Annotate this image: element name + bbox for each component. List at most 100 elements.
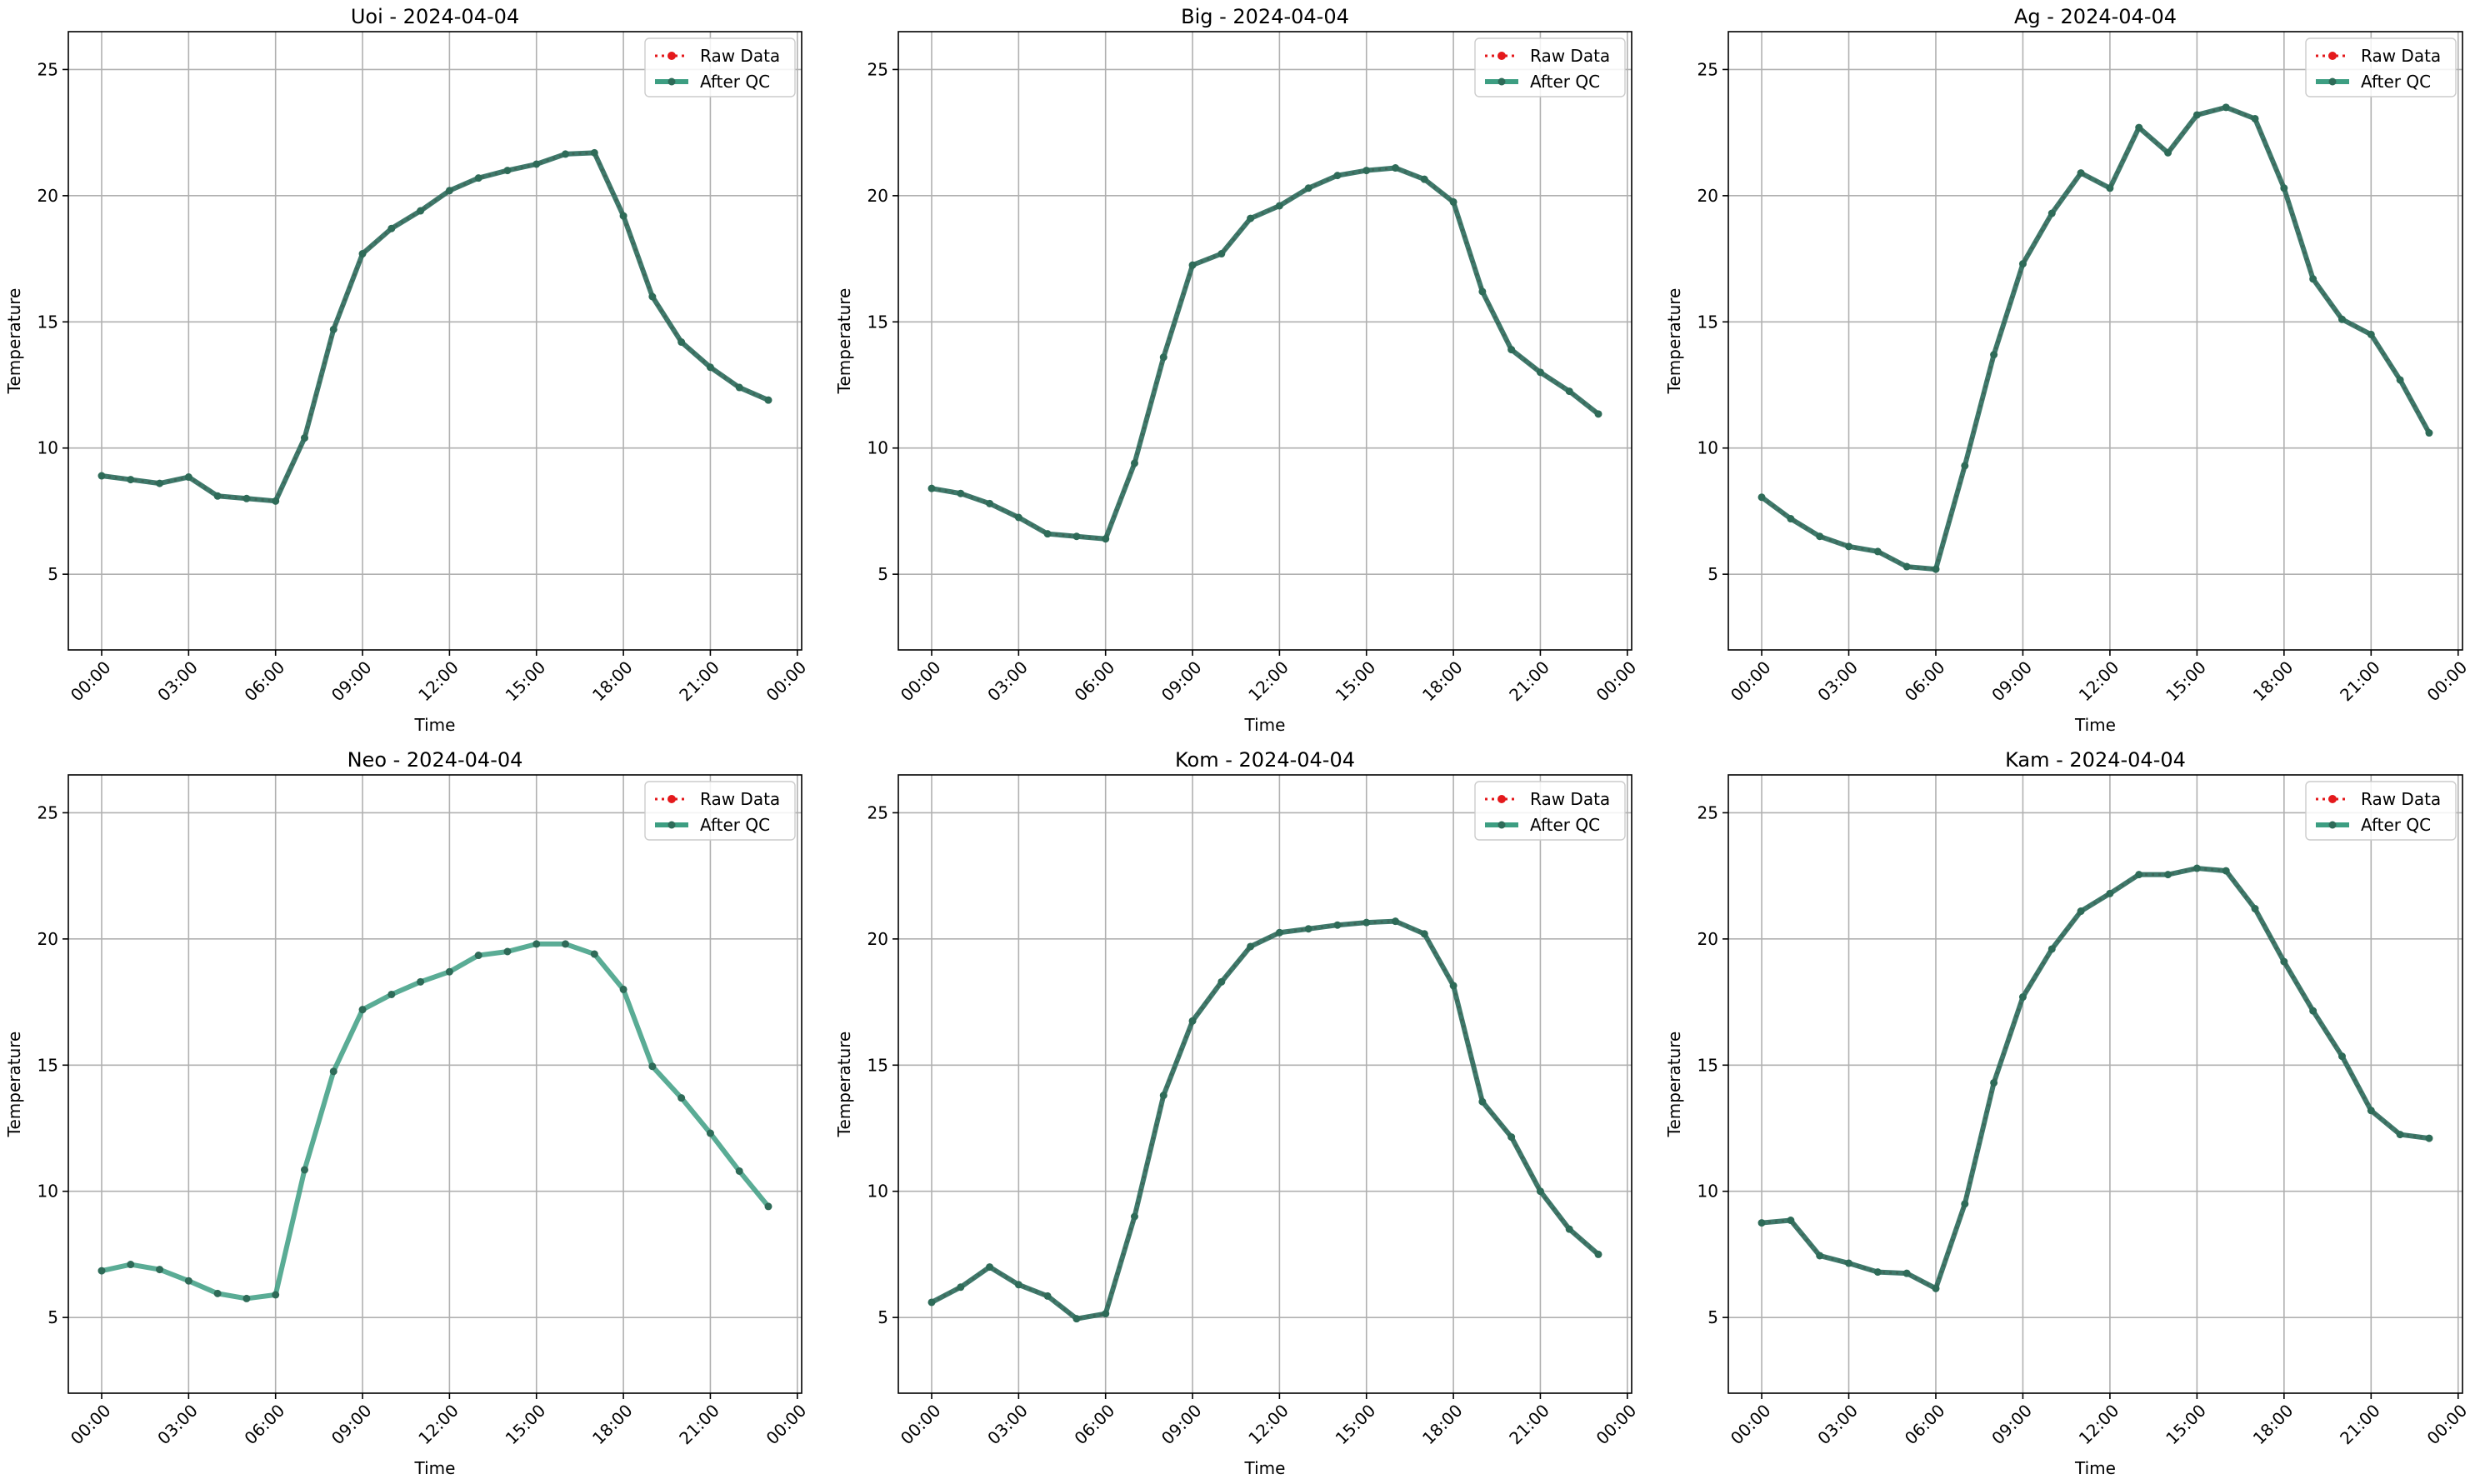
legend-qc-marker — [2328, 821, 2337, 829]
qc-data-point — [2338, 315, 2346, 323]
y-tick-label: 5 — [1708, 564, 1718, 584]
qc-data-point — [1508, 1133, 1516, 1142]
chart-panel: 5 10 15 20 25 00:00 03:00 06:00 09:00 12:00 15:00 1… — [834, 5, 1640, 735]
qc-data-point — [1845, 1259, 1853, 1267]
chart-title: Kam - 2024-04-04 — [2005, 748, 2186, 772]
qc-data-point — [1816, 1252, 1824, 1260]
qc-data-point — [2396, 1131, 2404, 1139]
qc-data-point — [678, 338, 686, 347]
x-tick-label: 18:00 — [1418, 657, 1467, 706]
qc-data-point — [1275, 928, 1283, 937]
qc-data-point — [532, 940, 541, 948]
x-tick-label: 12:00 — [414, 1401, 462, 1449]
qc-data-point — [2048, 209, 2056, 217]
qc-data-point — [706, 363, 714, 372]
qc-data-line — [101, 150, 770, 504]
x-tick-label: 06:00 — [1901, 1401, 1949, 1449]
legend-raw-label: Raw Data — [700, 46, 780, 66]
qc-data-point — [1275, 202, 1283, 210]
qc-data-point — [648, 1062, 657, 1071]
chart-panel: 5 10 15 20 25 00:00 03:00 06:00 09:00 12:00 15:00 1… — [834, 748, 1640, 1478]
qc-data-point — [1902, 1269, 1911, 1277]
chart-panel: 5 10 15 20 25 00:00 03:00 06:00 09:00 12:00 15:00 1… — [4, 748, 810, 1478]
y-axis-label: Temperature — [1664, 288, 1684, 395]
qc-data-point — [764, 1202, 772, 1211]
qc-data-point — [1536, 1187, 1544, 1196]
x-tick-label: 03:00 — [1813, 657, 1862, 706]
qc-data-point — [1159, 353, 1168, 362]
y-tick-label: 20 — [1698, 929, 1718, 949]
qc-data-point — [2106, 184, 2114, 192]
x-tick-label: 06:00 — [1901, 657, 1949, 706]
chart-panel: 5 10 15 20 25 00:00 03:00 06:00 09:00 12:00 15:00 1… — [1664, 5, 2471, 735]
qc-data-point — [417, 977, 425, 986]
legend-raw-label: Raw Data — [2361, 46, 2441, 66]
qc-data-point — [503, 167, 512, 175]
y-tick-label: 25 — [1698, 59, 1718, 79]
qc-data-point — [1787, 1217, 1795, 1225]
x-tick-label: 12:00 — [1244, 1401, 1292, 1449]
qc-data-point — [986, 1263, 994, 1272]
qc-data-point — [1218, 250, 1226, 258]
x-tick-label: 18:00 — [2249, 657, 2298, 706]
qc-data-point — [272, 1291, 280, 1299]
x-tick-label: 09:00 — [328, 657, 376, 706]
x-tick-label: 09:00 — [1158, 1401, 1206, 1449]
y-tick-label: 15 — [868, 1055, 888, 1075]
chart-title: Uoi - 2024-04-04 — [351, 5, 519, 28]
qc-data-point — [474, 174, 482, 182]
x-tick-label: 12:00 — [2075, 1401, 2123, 1449]
legend: Raw Data After QC — [644, 781, 796, 841]
y-tick-label: 25 — [38, 802, 58, 822]
legend-raw-marker — [1498, 795, 1506, 803]
x-axis-label: Time — [1244, 715, 1286, 735]
y-tick-label: 15 — [1698, 1055, 1718, 1075]
qc-data-point — [619, 985, 628, 993]
qc-data-point — [1787, 515, 1795, 523]
y-tick-label: 10 — [38, 1182, 58, 1202]
x-tick-label: 15:00 — [502, 1401, 550, 1449]
legend-raw-marker — [668, 795, 676, 803]
plot-area — [928, 164, 1602, 543]
x-tick-label: 06:00 — [241, 657, 289, 706]
x-tick-label: 06:00 — [1071, 1401, 1119, 1449]
qc-data-point — [1932, 1284, 1940, 1292]
qc-data-point — [735, 1167, 743, 1175]
qc-data-point — [957, 489, 965, 497]
qc-data-point — [1362, 167, 1371, 175]
x-tick-label: 21:00 — [2336, 1401, 2384, 1449]
y-tick-label: 20 — [868, 186, 888, 206]
x-tick-label: 18:00 — [2249, 1401, 2298, 1449]
qc-data-point — [1014, 1281, 1022, 1289]
x-tick-label: 03:00 — [983, 657, 1032, 706]
chart-title: Big - 2024-04-04 — [1181, 5, 1349, 28]
qc-data-point — [1594, 1250, 1602, 1258]
qc-data-point — [1990, 351, 1998, 359]
legend: Raw Data After QC — [2305, 781, 2457, 841]
legend-qc-label: After QC — [1530, 72, 1600, 92]
qc-data-point — [156, 1266, 164, 1274]
qc-data-point — [184, 1277, 192, 1285]
y-tick-label: 15 — [38, 312, 58, 332]
qc-data-point — [2135, 871, 2143, 879]
qc-data-point — [184, 473, 192, 482]
qc-data-point — [272, 497, 280, 505]
legend-qc-label: After QC — [2361, 72, 2431, 92]
legend-qc-label: After QC — [700, 815, 770, 835]
qc-data-point — [1565, 1225, 1573, 1233]
qc-data-point — [1565, 387, 1573, 396]
y-tick-label: 5 — [878, 1307, 888, 1327]
qc-data-point — [156, 479, 164, 487]
qc-data-point — [1392, 164, 1400, 172]
x-tick-label: 09:00 — [1988, 1401, 2036, 1449]
qc-data-point — [678, 1094, 686, 1102]
x-tick-label: 09:00 — [1158, 657, 1206, 706]
qc-data-point — [127, 1261, 135, 1269]
x-tick-label: 00:00 — [67, 657, 115, 706]
plot-area — [1758, 103, 2433, 573]
qc-data-point — [986, 499, 994, 507]
qc-data-point — [329, 1067, 338, 1076]
qc-data-point — [2018, 993, 2027, 1002]
y-tick-label: 20 — [868, 929, 888, 949]
